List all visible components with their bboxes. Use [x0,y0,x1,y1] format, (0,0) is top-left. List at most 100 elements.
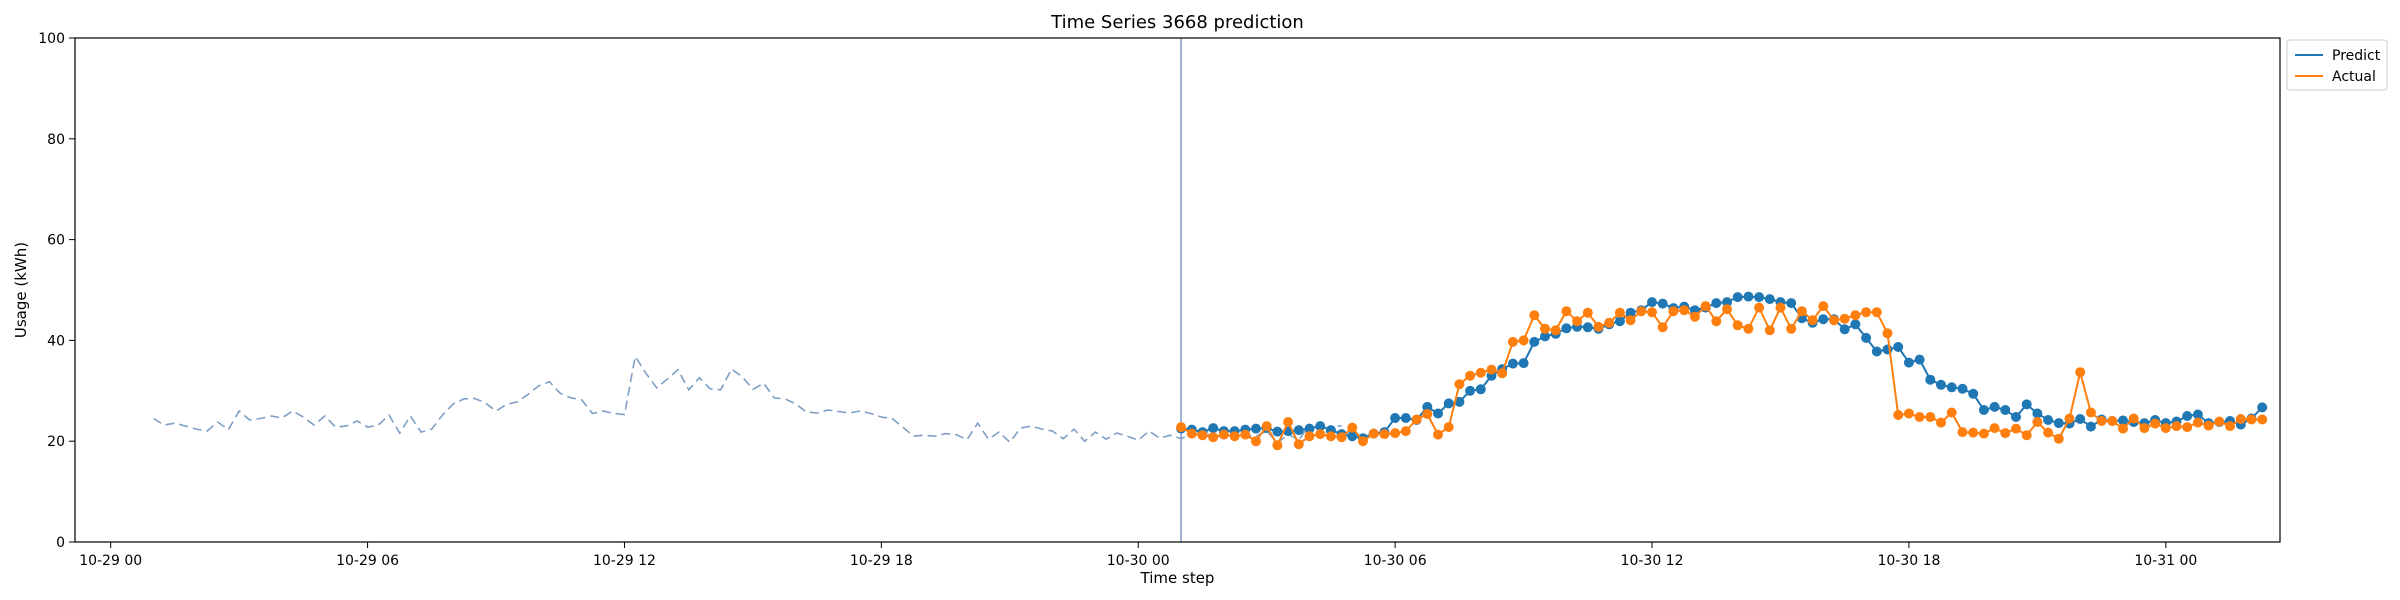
predict-point [1582,322,1593,333]
actual-point [1218,429,1229,440]
actual-point [1593,321,1604,332]
actual-point [1368,428,1379,439]
plot-area-frame [74,37,2281,543]
predict-point [1818,314,1829,325]
actual-point [2096,416,2107,426]
predict-point [1786,298,1797,309]
actual-point [1561,306,1572,317]
x-axis: 10-29 00 10-29 06 10-29 12 10-29 18 10-30 00… [79,542,2197,569]
actual-point [1850,310,1861,321]
actual-point [1518,335,1529,346]
predict-point [1251,423,1261,434]
actual-point [1433,429,1443,440]
predict-point [1465,385,1476,396]
predict-point [1529,336,1540,347]
predict-point [1400,413,1411,423]
actual-point [1614,307,1625,318]
actual-point [2257,414,2268,425]
actual-point [1582,307,1593,318]
actual-point [1176,422,1187,433]
predict-point [1914,354,1925,365]
predict-point [2011,412,2021,422]
predict-point [1957,383,1968,394]
predict-point [1475,384,1486,395]
y-tick-label: 80 [47,132,65,148]
actual-point [2214,416,2225,427]
x-tick-label: 10-30 00 [1107,553,1170,569]
actual-point [2235,414,2246,424]
x-tick-label: 10-31 00 [2134,553,2197,569]
predict-point [1925,374,1936,385]
actual-point [2011,423,2021,434]
actual-point [2118,423,2128,434]
actual-point [1925,412,1936,422]
legend: Predict Actual [2286,39,2388,91]
actual-point [1229,431,1240,442]
predict-point [1936,379,1946,390]
predict-point [1839,324,1850,335]
actual-point [1668,306,1679,317]
predict-point [2053,418,2064,429]
legend-predict-label: Predict [2332,48,2381,64]
predict-point [2118,415,2128,426]
predict-point [1946,382,1957,393]
predict-point [1507,358,1518,369]
actual-point [1807,315,1818,326]
actual-point [2107,416,2118,426]
actual-point [2225,421,2235,432]
actual-point [2085,407,2096,418]
actual-point [1657,322,1668,333]
forecast-series [1176,291,2268,451]
x-tick-label: 10-29 06 [336,553,399,569]
chart-title: Time Series 3668 prediction [1050,12,1304,33]
predict-point [1657,298,1668,309]
actual-point [1572,316,1583,327]
actual-point [1829,315,1839,326]
legend-actual-label: Actual [2332,69,2376,85]
actual-point [1529,310,1540,321]
predict-point [1903,357,1914,368]
actual-point [1861,307,1872,318]
actual-point [1754,302,1765,313]
actual-point [1422,409,1433,419]
actual-point [1486,364,1497,375]
legend-box [2286,39,2388,91]
predict-point [2192,409,2203,420]
actual-point [1871,307,1882,318]
predict-point [1422,401,1433,412]
actual-point [1197,430,1208,441]
predict-point [1390,413,1401,423]
actual-point [2246,414,2257,425]
x-tick-label: 10-30 12 [1621,553,1684,569]
predict-point [1518,358,1529,369]
actual-point [1647,307,1657,318]
predict-point [1732,292,1743,303]
actual-point [2075,367,2086,378]
actual-point [1347,422,1358,433]
actual-point [1893,410,1904,420]
predict-point [1893,342,1904,352]
actual-point [2171,421,2182,432]
y-axis: 0 20 40 60 80 100 [38,31,75,551]
predict-point [2032,408,2043,419]
actual-point [1379,429,1390,440]
actual-point [1818,301,1829,312]
history-series [153,354,1342,445]
actual-point [1507,336,1518,347]
actual-point [1936,417,1946,428]
actual-point [2043,427,2054,438]
actual-point [1358,436,1368,447]
predict-point [1293,425,1304,436]
predict-point [2043,415,2054,425]
predict-point [1315,421,1326,432]
actual-point [1283,417,1294,427]
actual-point [1957,427,1968,438]
x-tick-label: 10-29 18 [850,553,913,569]
predict-point [1433,408,1443,419]
actual-point [2150,418,2161,429]
actual-point [2064,413,2075,424]
predict-point [2257,402,2268,413]
x-tick-label: 10-29 12 [593,553,656,569]
predict-point [1647,297,1657,308]
